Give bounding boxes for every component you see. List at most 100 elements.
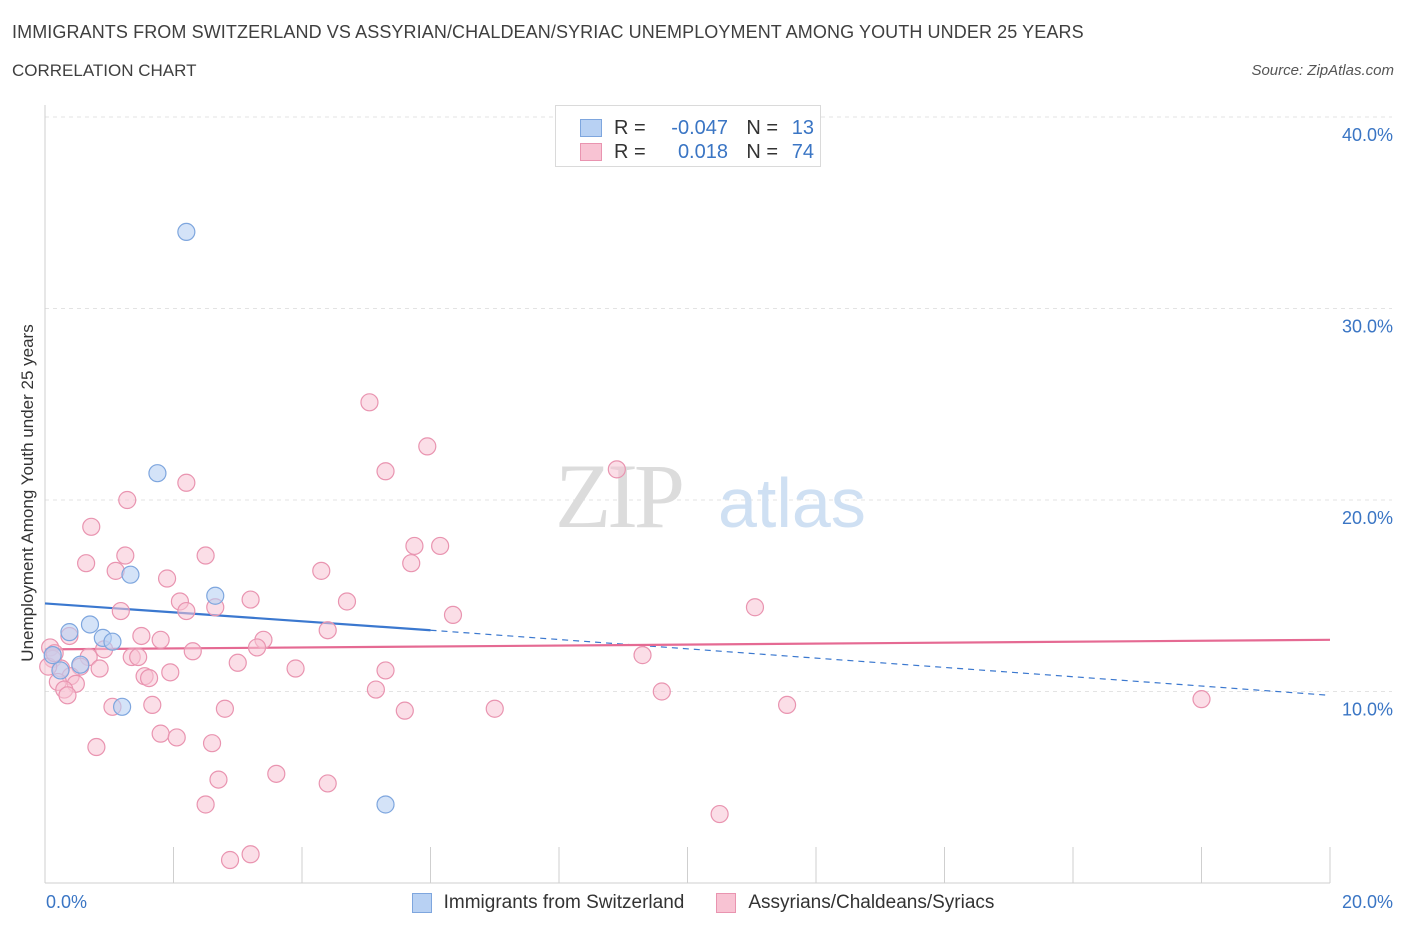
point-assyrian	[202, 734, 222, 753]
n-value: 13	[791, 116, 814, 139]
r-value: -0.047	[671, 116, 728, 139]
y-tick-label: 20.0%	[1342, 508, 1393, 528]
point-assyrian	[777, 695, 797, 715]
trend-lines	[44, 602, 1331, 696]
point-assyrian	[376, 462, 395, 481]
point-assyrian	[151, 630, 170, 649]
point-assyrian	[183, 642, 202, 661]
point-assyrian	[196, 546, 215, 565]
x-tick-label: 0.0%	[46, 892, 87, 912]
point-switzerland	[80, 615, 100, 634]
n-label: N =	[746, 116, 778, 139]
point-assyrian	[215, 699, 234, 718]
point-assyrian	[151, 724, 170, 743]
tick-labels: 10.0% 20.0% 30.0% 40.0% 0.0% 20.0%	[46, 125, 1393, 912]
point-switzerland	[376, 795, 395, 814]
x-tick-label: 20.0%	[1342, 892, 1393, 912]
n-label: N =	[746, 140, 778, 163]
n-value: 74	[791, 140, 814, 163]
point-switzerland	[112, 697, 132, 716]
point-assyrian	[118, 490, 137, 510]
y-tick-label: 10.0%	[1342, 700, 1393, 720]
stats-row-assyrian: R = 0.018 N = 74	[580, 140, 814, 164]
point-assyrian	[402, 554, 421, 573]
point-assyrian	[395, 701, 414, 720]
point-assyrian	[710, 804, 729, 824]
point-assyrian	[177, 473, 196, 492]
legend-swatch-pink	[716, 893, 737, 913]
point-assyrian	[286, 659, 305, 678]
stats-legend: R = -0.047 N = 13 R = 0.018 N = 74	[555, 105, 821, 167]
point-switzerland	[71, 655, 90, 674]
point-assyrian	[177, 601, 196, 621]
point-assyrian	[87, 737, 106, 757]
r-value: 0.018	[677, 140, 728, 163]
point-assyrian	[209, 770, 228, 789]
point-assyrian	[167, 728, 186, 747]
point-assyrian	[139, 668, 159, 688]
point-assyrian	[241, 590, 260, 609]
point-assyrian	[116, 546, 135, 565]
trend-line-switzerland	[44, 602, 431, 632]
point-assyrian	[111, 601, 130, 621]
legend-item-switzerland[interactable]: Immigrants from Switzerland	[411, 892, 685, 914]
point-assyrian	[157, 569, 177, 588]
point-assyrian	[1192, 690, 1211, 709]
point-assyrian	[652, 682, 671, 701]
point-switzerland	[103, 632, 122, 651]
trend-line-assyrian	[44, 638, 1331, 651]
point-switzerland	[206, 586, 225, 605]
swatch-blue	[580, 119, 602, 137]
point-switzerland	[43, 646, 62, 665]
point-switzerland	[60, 623, 79, 642]
point-assyrian	[267, 764, 286, 783]
point-assyrian	[485, 699, 504, 718]
point-assyrian	[58, 686, 77, 705]
point-switzerland	[177, 222, 196, 241]
point-assyrian	[360, 393, 379, 412]
point-assyrian	[220, 850, 240, 870]
y-axis-label: Unemployment Among Youth under 25 years	[18, 324, 37, 662]
point-assyrian	[366, 680, 385, 699]
point-assyrian	[633, 646, 652, 665]
chart-title: IMMIGRANTS FROM SWITZERLAND VS ASSYRIAN/…	[12, 22, 1084, 42]
legend-label: Assyrians/Chaldeans/Syriacs	[748, 892, 995, 913]
chart-subtitle: CORRELATION CHART	[12, 61, 197, 80]
series-legend: Immigrants from Switzerland Assyrians/Ch…	[0, 890, 1406, 916]
swatch-pink	[580, 143, 602, 161]
trend-line-switzerland-extension	[430, 629, 1331, 696]
watermark-zip: ZIP	[555, 445, 682, 547]
point-switzerland	[148, 464, 167, 483]
source-label: Source: ZipAtlas.com	[1251, 62, 1394, 79]
point-assyrian	[312, 561, 331, 580]
axes	[44, 105, 1331, 884]
point-assyrian	[745, 598, 765, 617]
point-assyrian	[405, 536, 424, 556]
point-assyrian	[129, 647, 148, 667]
point-assyrian	[228, 653, 247, 672]
point-assyrian	[82, 517, 101, 536]
data-points	[39, 222, 1211, 870]
y-tick-label: 30.0%	[1342, 317, 1393, 337]
point-assyrian	[196, 795, 215, 814]
y-tick-label: 40.0%	[1342, 125, 1393, 145]
point-assyrian	[318, 621, 337, 640]
point-assyrian	[132, 626, 151, 646]
point-assyrian	[337, 592, 357, 611]
watermark-atlas: atlas	[718, 464, 866, 542]
stats-row-switzerland: R = -0.047 N = 13	[580, 116, 814, 140]
point-assyrian	[90, 659, 109, 678]
r-label: R =	[614, 116, 646, 139]
point-switzerland	[121, 565, 140, 584]
point-assyrian	[318, 774, 337, 793]
point-assyrian	[161, 663, 180, 682]
r-label: R =	[614, 140, 646, 163]
legend-item-assyrian[interactable]: Assyrians/Chaldeans/Syriacs	[716, 892, 994, 914]
point-assyrian	[431, 536, 450, 556]
point-assyrian	[143, 695, 162, 715]
point-assyrian	[77, 554, 96, 573]
watermark: ZIP atlas	[555, 445, 866, 547]
legend-label: Immigrants from Switzerland	[443, 892, 685, 913]
point-assyrian	[607, 460, 626, 479]
